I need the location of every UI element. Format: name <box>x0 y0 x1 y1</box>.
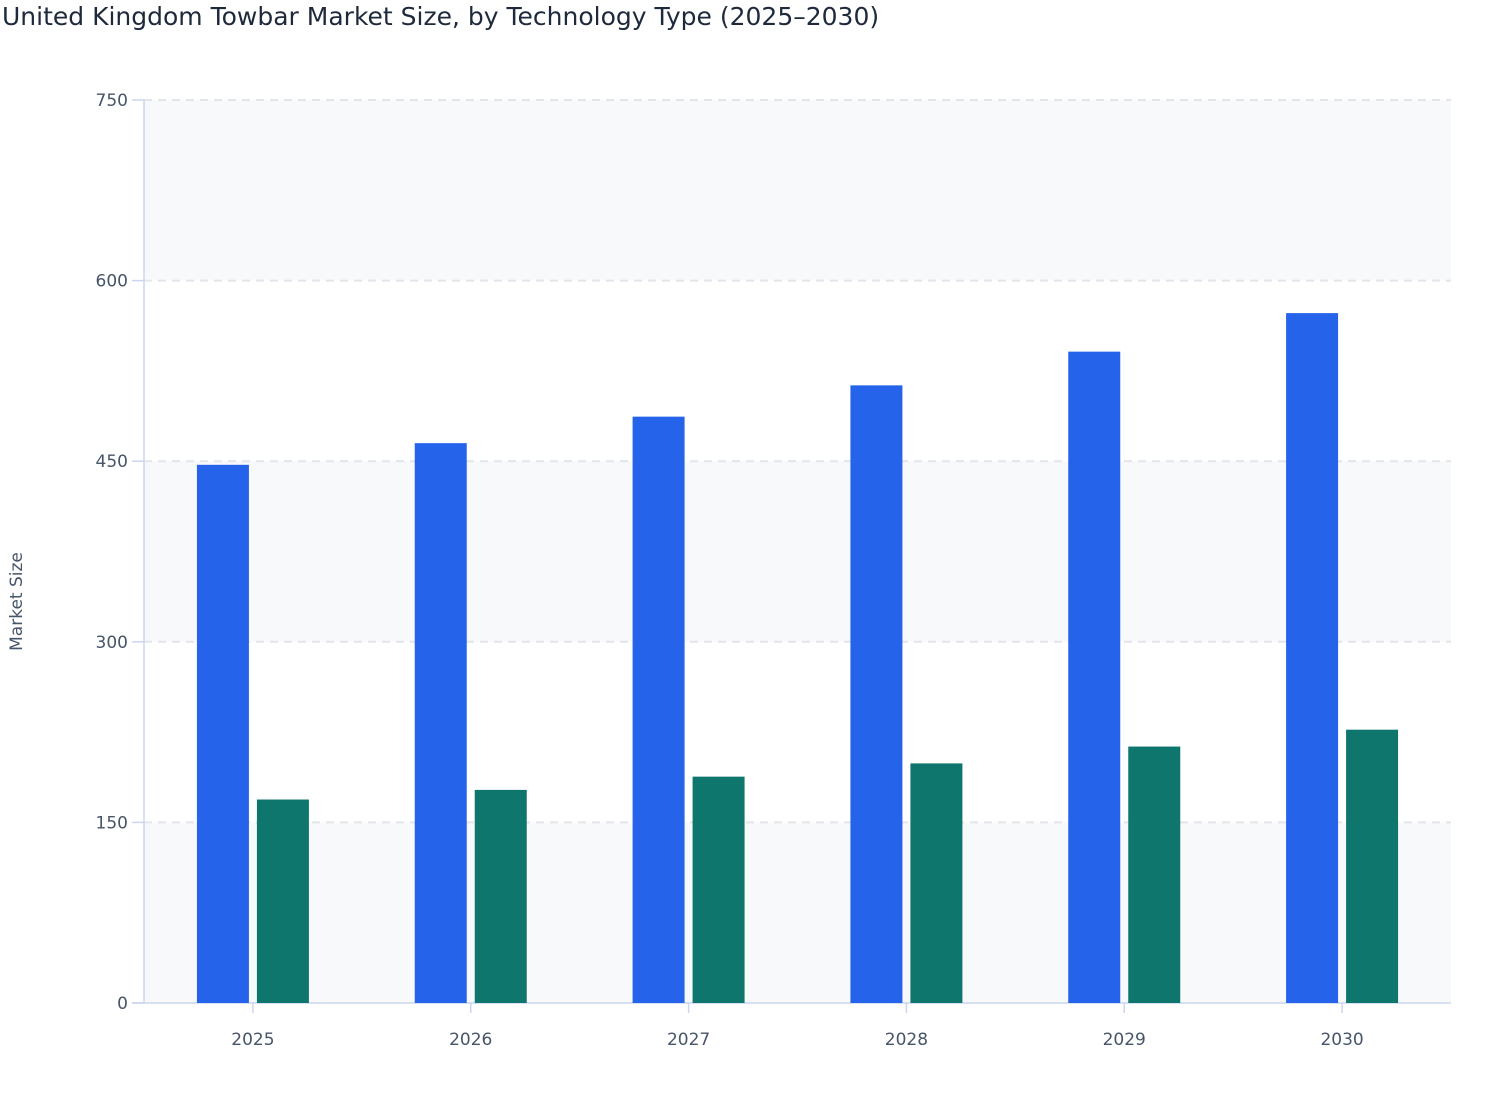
bar-2026-series-1 <box>414 443 467 1003</box>
x-tick-label: 2027 <box>667 1030 710 1050</box>
x-tick-label: 2030 <box>1320 1030 1363 1050</box>
y-tick-label: 0 <box>117 994 128 1014</box>
bar-2027-series-1 <box>632 416 685 1004</box>
y-tick-label: 300 <box>96 633 128 653</box>
chart-title: United Kingdom Towbar Market Size, by Te… <box>2 2 880 31</box>
x-tick-label: 2029 <box>1103 1030 1146 1050</box>
grid-band <box>144 461 1451 642</box>
y-tick-label: 600 <box>96 272 128 292</box>
bar-2027-series-2 <box>692 776 745 1003</box>
x-tick-label: 2026 <box>449 1030 492 1050</box>
bar-2030-series-1 <box>1286 313 1339 1003</box>
x-tick-label: 2028 <box>885 1030 928 1050</box>
bar-2026-series-2 <box>474 789 527 1003</box>
y-tick-label: 150 <box>96 813 128 833</box>
bar-2028-series-1 <box>850 385 903 1003</box>
bar-2025-series-1 <box>196 464 249 1003</box>
x-tick-label: 2025 <box>231 1030 274 1050</box>
y-axis-label: Market Size <box>7 552 27 651</box>
bar-2030-series-2 <box>1346 729 1399 1003</box>
bar-2025-series-2 <box>256 799 309 1003</box>
grid-band <box>144 100 1451 281</box>
y-tick-label: 750 <box>96 91 128 111</box>
grid-band <box>144 822 1451 1003</box>
y-tick-label: 450 <box>96 452 128 472</box>
bar-2029-series-1 <box>1068 351 1121 1003</box>
bar-2029-series-2 <box>1128 746 1181 1003</box>
bar-2028-series-2 <box>910 763 963 1003</box>
